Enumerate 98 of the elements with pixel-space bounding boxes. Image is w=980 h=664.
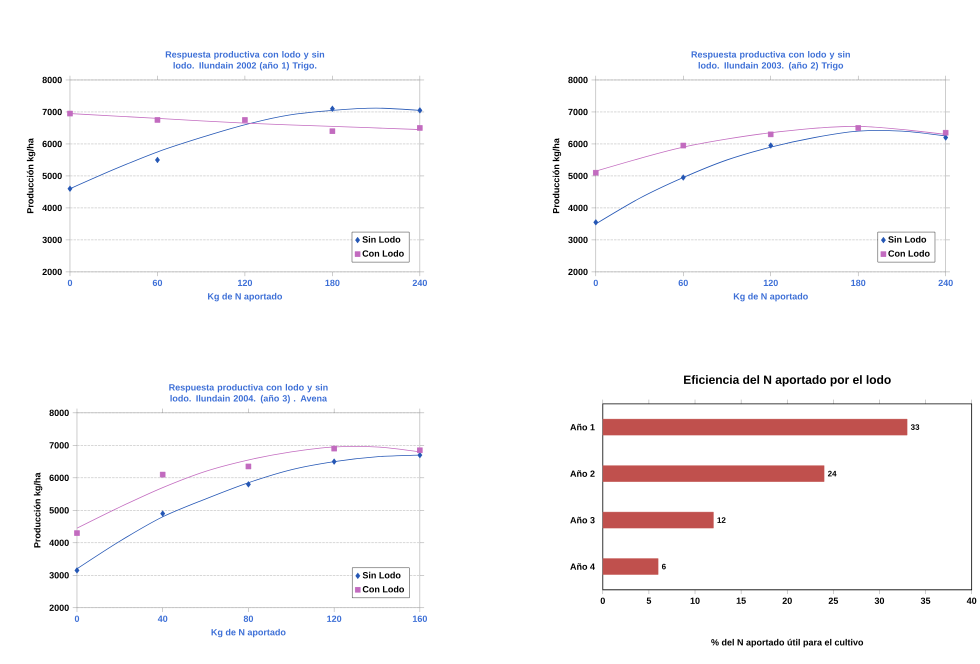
x-tick-label: 80	[244, 616, 254, 622]
x-tick-label: 0	[600, 598, 605, 604]
y-tick-label: 4000	[568, 204, 588, 212]
chart-title: Eficiencia del N aportado por el lodo	[684, 375, 891, 386]
x-tick-label: 40	[966, 598, 976, 604]
x-tick-label: 35	[920, 598, 930, 604]
legend-label: Con Lodo	[362, 586, 404, 593]
y-tick-label: 2000	[42, 268, 62, 276]
point	[330, 106, 335, 112]
point	[331, 446, 337, 452]
point	[943, 134, 948, 141]
legend-label: Sin Lodo	[888, 236, 926, 243]
x-tick-label: 20	[782, 598, 792, 604]
x-tick-label: 0	[68, 280, 72, 286]
point	[942, 130, 948, 136]
y-tick-label: 8000	[568, 76, 588, 84]
x-tick-label: 60	[152, 280, 162, 286]
y-tick-label: 4000	[49, 540, 69, 546]
point	[417, 448, 423, 454]
y-tick-label: Año 4	[570, 563, 595, 570]
point	[855, 125, 862, 131]
point	[768, 132, 774, 138]
point	[246, 481, 251, 488]
point	[680, 142, 686, 148]
x-tick-label: 120	[327, 616, 342, 622]
bar	[602, 512, 714, 528]
point	[68, 186, 72, 192]
point	[160, 510, 166, 517]
point	[154, 117, 160, 123]
bar	[602, 465, 824, 482]
point	[67, 110, 73, 116]
y-tick-label: 2000	[49, 604, 69, 612]
point	[593, 219, 598, 226]
x-tick-label: 240	[412, 280, 428, 286]
x-tick-label: 180	[851, 280, 866, 286]
x-axis-title: Kg de N aportado	[734, 293, 808, 302]
chart-title: Respuesta productiva con lodo y sin lodo. Ilundain 2002 (año 1) Trigo.	[166, 51, 324, 71]
chart-title: Respuesta productiva con lodo y sin lodo. Ilundain 2004. (año 3) . Avena	[169, 384, 328, 404]
bar	[602, 419, 908, 436]
y-tick-label: 6000	[49, 474, 69, 482]
point	[74, 567, 80, 574]
point	[680, 174, 686, 181]
point	[768, 142, 774, 149]
legend-label: Sin Lodo	[362, 236, 400, 243]
y-tick-label: 5000	[42, 172, 62, 180]
y-tick-label: 6000	[568, 140, 588, 148]
legend-label: Con Lodo	[888, 250, 930, 257]
x-tick-label: 240	[938, 280, 953, 286]
chart-title: Respuesta productiva con lodo y sin lodo. Ilundain 2003. (año 2) Trigo	[692, 51, 850, 71]
x-tick-label: 25	[828, 598, 838, 604]
x-tick-label: 120	[238, 280, 252, 286]
y-tick-label: Año 3	[570, 516, 595, 524]
point	[417, 125, 423, 131]
y-tick-label: 6000	[42, 140, 62, 148]
x-axis-title: Kg de N aportado	[212, 628, 286, 638]
y-axis-title: Producción kg/ha	[34, 472, 42, 548]
x-tick-label: 120	[764, 280, 778, 286]
x-tick-label: 5	[646, 598, 652, 604]
point	[242, 117, 248, 123]
y-tick-label: 7000	[42, 108, 62, 116]
point	[160, 472, 166, 478]
legend-label: Con Lodo	[362, 250, 404, 257]
x-tick-label: 15	[736, 598, 746, 604]
legend-label: Sin Lodo	[362, 572, 401, 579]
bar	[602, 558, 658, 575]
point	[417, 107, 422, 114]
point	[593, 170, 599, 176]
point	[246, 464, 252, 470]
y-tick-label: 4000	[42, 204, 62, 212]
x-tick-label: 0	[74, 616, 80, 622]
y-tick-label: Año 1	[570, 424, 595, 430]
x-axis-title: Kg de N aportado	[208, 293, 282, 302]
y-tick-label: 2000	[568, 268, 588, 276]
point	[330, 128, 336, 134]
point	[74, 530, 80, 536]
y-tick-label: 5000	[568, 172, 588, 180]
y-tick-label: Año 2	[570, 470, 595, 477]
y-axis-title: Producción kg/ha	[552, 138, 562, 214]
y-tick-label: 5000	[49, 507, 69, 514]
y-tick-label: 8000	[42, 76, 62, 84]
point	[332, 458, 337, 465]
x-tick-label: 160	[412, 616, 427, 622]
x-tick-label: 40	[158, 616, 168, 622]
x-tick-label: 0	[594, 280, 598, 286]
x-tick-label: 60	[678, 280, 688, 286]
x-tick-label: 180	[325, 280, 340, 286]
y-axis-title: Producción kg/ha	[26, 138, 36, 214]
x-axis-title: % del N aportado útil para el cultivo	[711, 638, 864, 648]
y-tick-label: 3000	[42, 236, 62, 244]
y-tick-label: 7000	[568, 108, 588, 116]
point	[417, 452, 422, 458]
y-tick-label: 7000	[50, 442, 69, 449]
y-tick-label: 8000	[49, 410, 69, 416]
x-tick-label: 10	[690, 598, 700, 604]
x-tick-label: 30	[874, 598, 884, 604]
point	[155, 156, 160, 164]
y-tick-label: 3000	[49, 572, 69, 579]
y-tick-label: 3000	[568, 236, 588, 244]
